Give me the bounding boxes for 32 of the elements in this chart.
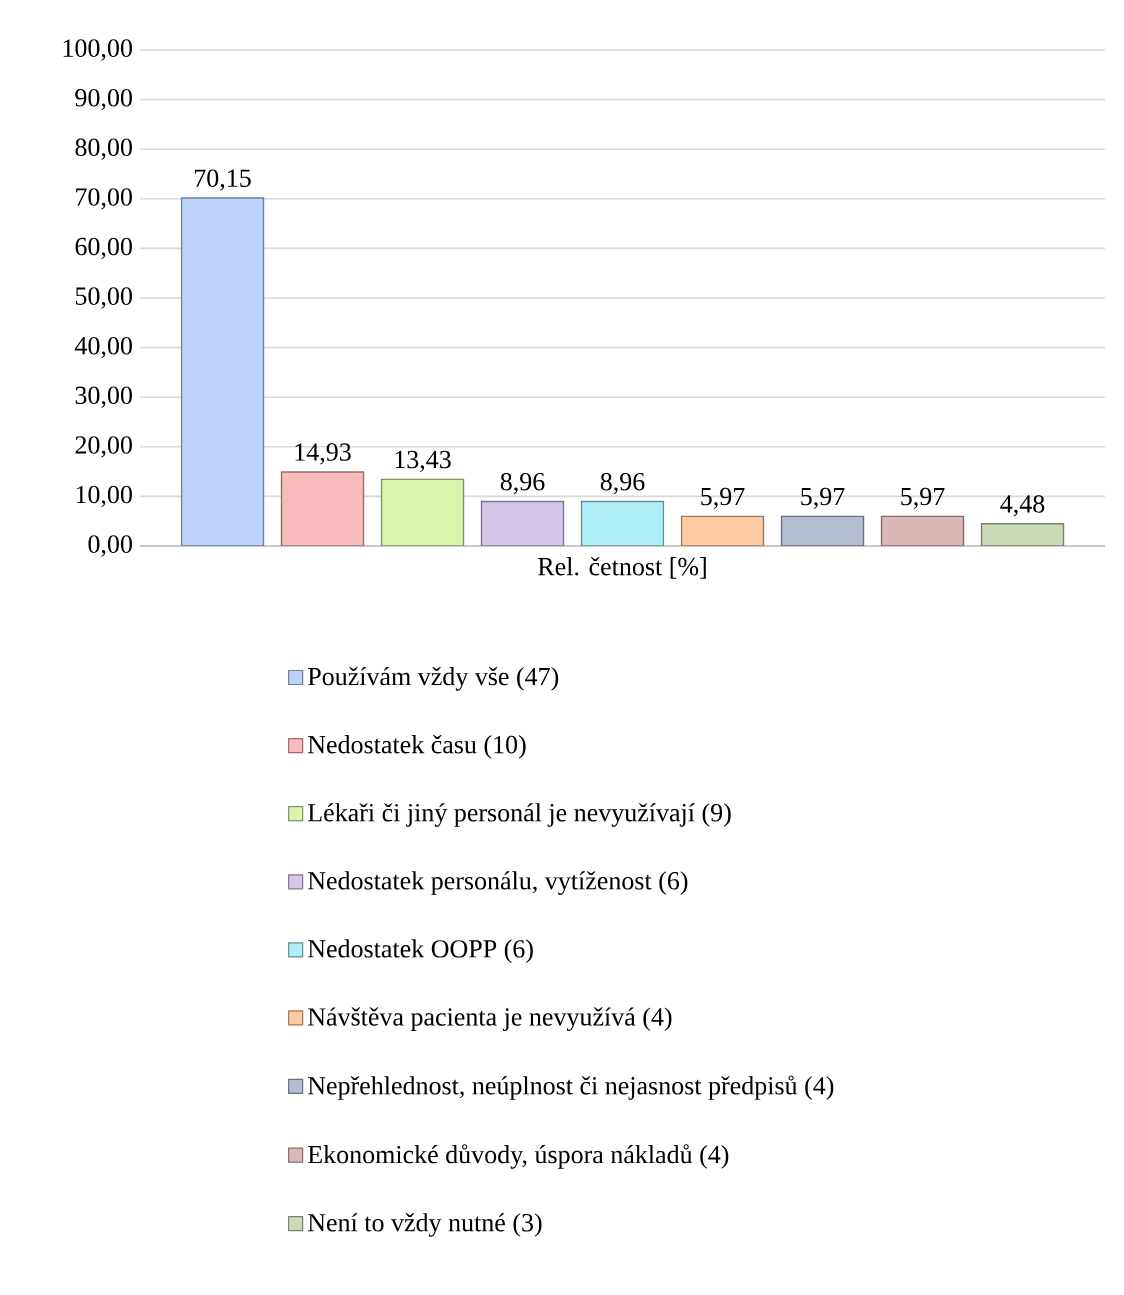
y-tick-label: 80,00 [75,138,132,160]
data-label: 5,97 [801,487,845,510]
data-label: 8,96 [500,472,545,495]
legend-label: Nedostatek času (10) [308,735,526,759]
data-label: 70,15 [194,169,251,191]
y-tick-label: 40,00 [74,336,132,359]
y-tick-label: 10,00 [76,485,132,508]
legend-label: Nepřehlednost, neúplnost či nejasnost předpisů (4) [308,1075,834,1100]
y-tick-label: 20,00 [75,436,132,458]
data-label: 13,43 [395,450,451,473]
x-tick-label: Rel. četnost [%] [538,557,706,579]
y-tick-label: 70,00 [76,188,132,210]
bar [180,197,265,546]
bar [580,500,665,546]
y-tick-label: 60,00 [75,237,132,260]
legend-label: Není to vždy nutné (3) [308,1213,542,1237]
legend-label: Ekonomické důvody, úspora nákladů (4) [308,1144,729,1169]
data-label: 14,93 [295,443,351,465]
y-tick-label: 0,00 [88,535,132,557]
legend-label: Nedostatek OOPP (6) [308,939,533,963]
y-tick-label: 90,00 [75,88,132,111]
legend-label: Nedostatek personálu, vytíženost (6) [308,871,688,895]
legend-label: Návštěva pacienta je nevyužívá (4) [308,1007,672,1032]
y-tick-label: 50,00 [75,287,132,309]
data-label: 4,48 [1000,495,1045,517]
legend-label: Lékaři či jiný personál je nevyužívají (9) [308,803,731,827]
data-label: 8,96 [600,472,645,495]
data-label: 5,97 [901,487,945,510]
legend-label: Používám vždy vše (47) [308,666,559,691]
y-tick-label: 30,00 [75,386,132,408]
data-label: 5,97 [701,487,745,510]
y-tick-label: 100,00 [63,39,132,61]
